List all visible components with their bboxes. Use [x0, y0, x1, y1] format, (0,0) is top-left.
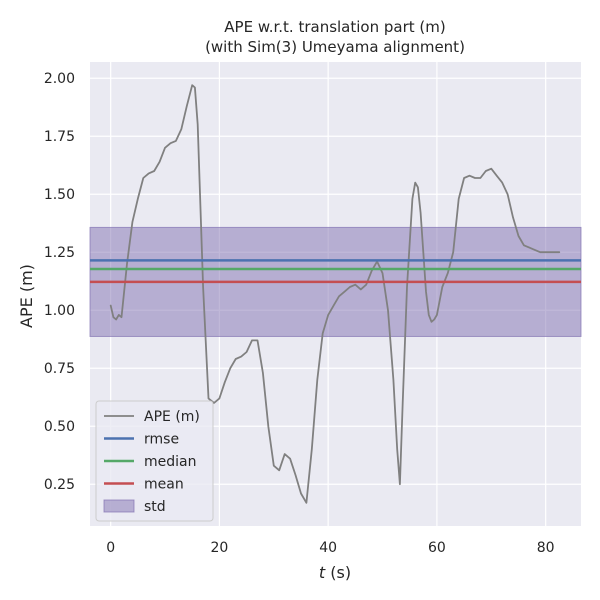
x-tick-label: 20 — [210, 540, 228, 556]
ape-series-line — [109, 84, 561, 504]
y-tick-label: 0.50 — [44, 419, 75, 435]
x-tick-label: 80 — [537, 540, 555, 556]
x-tick-label: 40 — [319, 540, 337, 556]
legend-box — [95, 400, 214, 522]
y-tick-label: 1.50 — [44, 187, 75, 203]
x-axis-label-unit: (s) — [325, 563, 351, 582]
y-axis-label: APE (m) — [17, 264, 36, 328]
x-tick-label: 60 — [428, 540, 446, 556]
legend-label: std — [144, 499, 166, 515]
y-tick-label: 1.00 — [44, 303, 75, 319]
x-axis-label-var: t — [319, 563, 326, 582]
legend-swatch-std — [103, 499, 135, 513]
y-tick-label: 0.25 — [44, 477, 75, 493]
legend-label: median — [144, 454, 196, 470]
y-tick-label: 0.75 — [44, 361, 75, 377]
y-tick-label: 2.00 — [44, 71, 75, 87]
legend: APE (m) rmse median mean std — [95, 400, 214, 522]
legend-label: rmse — [144, 432, 179, 448]
x-axis-label: t (s) — [319, 563, 351, 582]
y-tick-label: 1.25 — [44, 245, 75, 261]
y-tick-label: 1.75 — [44, 129, 75, 145]
chart-title-line2: (with Sim(3) Umeyama alignment) — [205, 38, 465, 56]
legend-label: APE (m) — [144, 409, 200, 425]
legend-label: mean — [144, 477, 184, 493]
chart-title-line1: APE w.r.t. translation part (m) — [224, 18, 445, 36]
x-tick-label: 0 — [106, 540, 115, 556]
